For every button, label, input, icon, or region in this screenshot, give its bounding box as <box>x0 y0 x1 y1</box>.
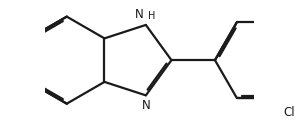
Text: N: N <box>135 8 144 21</box>
Text: Cl: Cl <box>283 106 295 119</box>
Text: N: N <box>142 99 150 112</box>
Text: H: H <box>148 11 155 21</box>
